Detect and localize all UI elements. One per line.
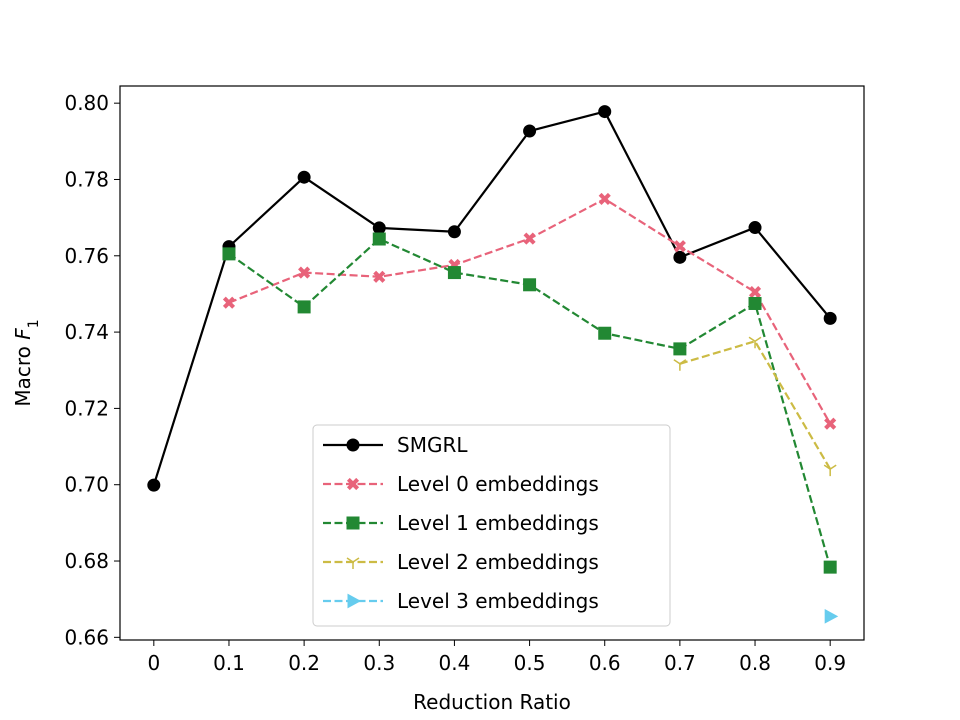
legend-item: SMGRL	[323, 433, 468, 457]
data-point	[372, 221, 386, 235]
legend-item: Level 3 embeddings	[323, 589, 599, 613]
x-tick-label: 0.9	[814, 651, 846, 675]
legend: SMGRL Level 0 embeddings Level 1 embedding…	[312, 424, 671, 627]
y-axis-label: Macro F1	[11, 319, 42, 406]
series-level-2-embeddings	[673, 336, 837, 477]
series-level-3-embeddings	[824, 609, 839, 624]
legend-item: Level 1 embeddings	[323, 511, 599, 535]
series-layer	[147, 105, 839, 624]
y-tick-label: 0.72	[64, 396, 109, 420]
series-level-0-embeddings	[222, 192, 837, 430]
data-point	[673, 250, 687, 264]
x-tick-label: 0.1	[213, 651, 245, 675]
y-axis-label-var: F	[11, 328, 35, 340]
plot-frame	[119, 85, 865, 641]
data-point	[523, 232, 536, 245]
legend-marker	[347, 593, 362, 609]
x-axis: 0 0.1 0.2 0.3 0.4 0.5 0.6 0.7 0.8 0.9	[147, 640, 846, 675]
y-tick-label: 0.66	[64, 625, 109, 649]
data-point	[673, 240, 686, 253]
data-point	[222, 296, 236, 309]
legend-item: Level 2 embeddings	[323, 550, 599, 574]
data-point	[147, 478, 161, 492]
data-point	[748, 296, 762, 310]
legend-label: Level 1 embeddings	[397, 511, 599, 535]
y-tick-label: 0.70	[64, 473, 109, 497]
legend-label: Level 2 embeddings	[397, 550, 599, 574]
legend-marker	[346, 438, 360, 452]
y-axis-label-sub: 1	[26, 319, 42, 328]
data-point	[222, 247, 236, 261]
data-point	[523, 278, 537, 292]
x-tick-label: 0.4	[439, 651, 471, 675]
x-tick-label: 0.7	[664, 651, 696, 675]
legend-marker	[346, 477, 360, 491]
data-point	[598, 192, 611, 206]
y-tick-label: 0.78	[64, 167, 109, 191]
data-point	[598, 326, 612, 340]
x-tick-label: 0	[147, 651, 160, 675]
data-point	[297, 300, 311, 314]
data-point	[598, 105, 612, 119]
data-point	[673, 359, 687, 371]
x-tick-label: 0.5	[514, 651, 546, 675]
series-line	[152, 110, 832, 486]
legend-label: Level 3 embeddings	[397, 589, 599, 613]
legend-label: SMGRL	[397, 433, 468, 457]
data-point	[447, 225, 461, 239]
series-smgrl	[147, 105, 837, 492]
data-point	[373, 270, 386, 283]
x-axis-label: Reduction Ratio	[413, 690, 571, 714]
y-tick-label: 0.74	[64, 320, 109, 344]
legend-marker	[346, 516, 360, 530]
data-point	[824, 417, 837, 430]
data-point	[523, 124, 537, 138]
data-point	[824, 609, 839, 624]
legend-item: Level 0 embeddings	[323, 472, 599, 496]
data-point	[748, 336, 762, 349]
y-axis: 0.66 0.68 0.70 0.72 0.74 0.76 0.78 0.80	[64, 91, 120, 649]
data-point	[297, 170, 311, 184]
data-point	[823, 311, 837, 325]
data-point	[372, 232, 386, 246]
x-tick-label: 0.6	[589, 651, 621, 675]
data-point	[673, 342, 687, 356]
x-tick-label: 0.2	[288, 651, 320, 675]
x-tick-label: 0.3	[363, 651, 395, 675]
y-tick-label: 0.80	[64, 91, 109, 115]
series-line	[679, 340, 832, 470]
y-axis-label-prefix: Macro	[11, 340, 35, 407]
legend-box	[312, 424, 671, 627]
data-point	[298, 266, 311, 279]
data-point	[823, 560, 837, 574]
y-tick-label: 0.68	[64, 549, 109, 573]
x-tick-label: 0.8	[739, 651, 771, 675]
data-point	[748, 221, 762, 235]
legend-marker	[346, 557, 360, 569]
series-level-1-embeddings	[222, 232, 837, 574]
data-point	[823, 464, 837, 477]
data-point	[447, 266, 461, 280]
legend-label: Level 0 embeddings	[397, 472, 599, 496]
y-tick-label: 0.76	[64, 244, 109, 268]
